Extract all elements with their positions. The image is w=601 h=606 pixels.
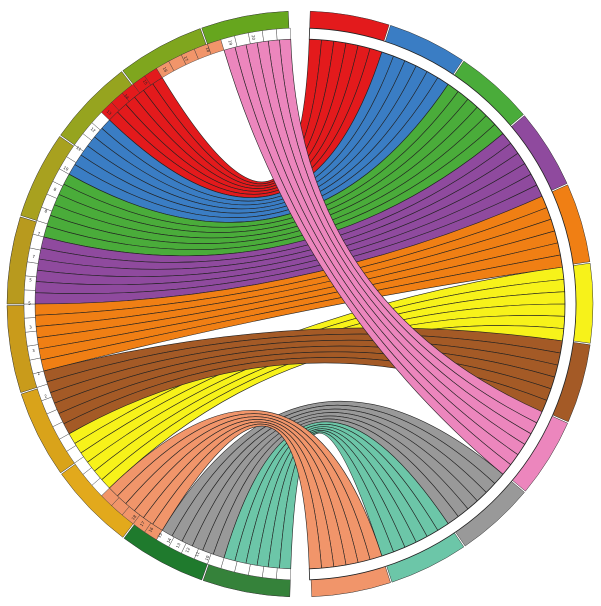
tick-cell	[276, 567, 291, 581]
tick-label: 13	[175, 542, 182, 549]
tick-label: 10	[204, 554, 211, 561]
tick-label: 19	[227, 39, 233, 46]
tick-cell	[261, 566, 278, 580]
right-sector-ring	[308, 27, 577, 581]
tick-cell	[261, 28, 278, 42]
tick-label: 13	[106, 109, 113, 116]
tick-cell	[248, 564, 264, 578]
tick-label: 14	[165, 537, 172, 544]
tick-label: 7	[37, 231, 41, 237]
tick-label: 18	[205, 46, 212, 53]
tick-label: 2	[44, 393, 49, 399]
tick-label: 8	[53, 186, 58, 192]
tick-label: 16	[162, 66, 169, 73]
outer-ring-layer	[6, 10, 594, 598]
tick-label: 5	[28, 301, 31, 306]
tick-cell	[276, 27, 291, 41]
tick-label: 5	[29, 277, 32, 282]
tick-label: 3	[32, 348, 36, 353]
ribbons-layer	[34, 38, 566, 570]
left-tick-ring	[23, 27, 291, 581]
tick-label: 11	[194, 550, 201, 557]
tick-label: 12	[184, 546, 191, 553]
tick-label: 14	[123, 93, 130, 100]
tick-label: 12	[90, 126, 97, 133]
tick-cell	[25, 330, 39, 347]
tick-label: 2	[37, 371, 41, 377]
tick-label: 15	[156, 531, 163, 538]
tick-label: 16	[147, 526, 154, 533]
tick-label: 17	[183, 55, 190, 62]
tick-cell	[25, 261, 39, 278]
tick-label: 18	[130, 514, 137, 521]
tick-label: 17	[139, 520, 146, 527]
tick-labels-layer: 2233557788101112131415161718192010111213…	[28, 35, 256, 562]
tick-cell	[23, 303, 36, 319]
tick-label: 7	[32, 254, 36, 259]
tick-label: 20	[251, 35, 257, 41]
tick-label: 3	[29, 324, 32, 329]
tick-label: 15	[142, 79, 149, 86]
tick-label: 8	[44, 208, 49, 214]
tick-label: 11	[75, 145, 82, 152]
right-white-ring	[308, 27, 577, 581]
tick-label: 10	[63, 165, 70, 172]
